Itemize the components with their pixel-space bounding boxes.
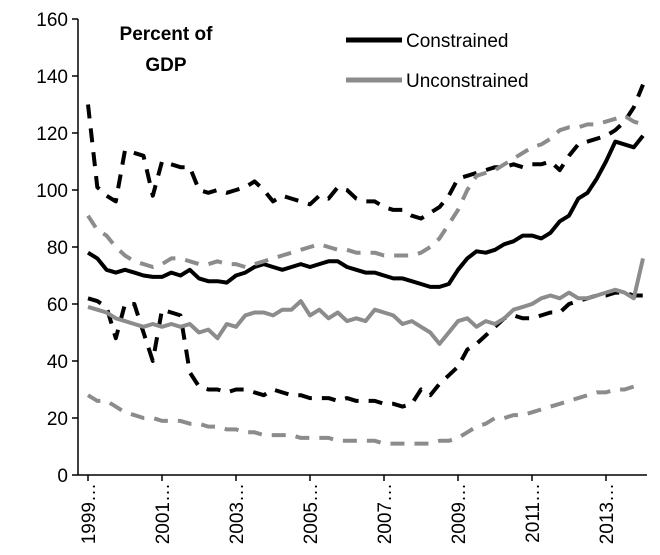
legend-label: Unconstrained <box>406 71 529 92</box>
y-tick-label: 160 <box>36 10 68 31</box>
x-tick-label: 2005… <box>301 483 322 544</box>
band-line <box>86 381 644 446</box>
x-tick-label: 2013… <box>597 483 618 544</box>
series-line <box>86 134 645 289</box>
annotation: GDP <box>145 55 187 76</box>
y-tick-label: 100 <box>36 181 68 202</box>
y-tick-label: 60 <box>47 295 68 316</box>
x-tick-label: 2007… <box>375 483 396 544</box>
y-tick-label: 0 <box>57 466 68 487</box>
legend-label: Constrained <box>406 31 508 52</box>
series-line <box>87 257 645 346</box>
annotation: Percent of <box>120 24 214 45</box>
x-tick-label: 1999… <box>79 483 100 544</box>
y-tick-label: 40 <box>47 352 68 373</box>
band-line <box>86 113 644 269</box>
band-line <box>86 83 645 221</box>
x-tick-label: 2003… <box>227 483 248 544</box>
y-tick-label: 140 <box>36 67 68 88</box>
y-tick-label: 120 <box>36 124 68 145</box>
y-tick-label: 80 <box>47 238 68 259</box>
x-tick-label: 2011… <box>523 483 544 543</box>
x-tick-label: 2009… <box>449 483 470 544</box>
band-line <box>87 290 643 409</box>
x-tick-label: 2001… <box>153 483 174 544</box>
y-tick-label: 20 <box>47 409 68 430</box>
